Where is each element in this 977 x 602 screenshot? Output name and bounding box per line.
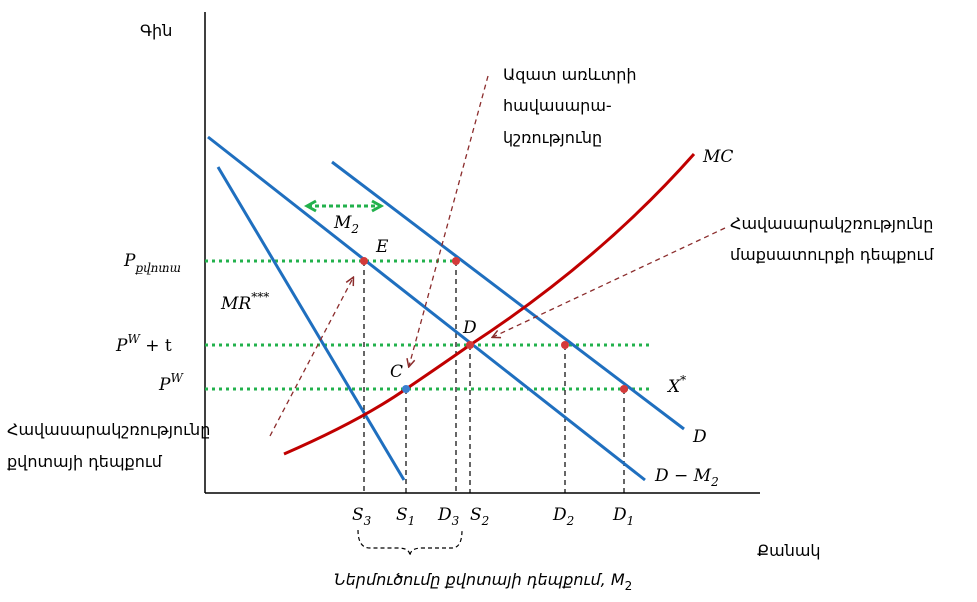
demand-line <box>331 160 685 431</box>
point-d-label: D <box>462 318 477 338</box>
monopoly-line-1: Հավասարակշռությունը <box>730 214 933 233</box>
annotation-arrows <box>269 75 726 437</box>
free-trade-line-1: Ազատ առևտրի <box>503 65 636 84</box>
tick-s2: S2 <box>470 505 489 528</box>
d-label: D <box>692 427 707 447</box>
x-tick-labels: S3 S1 D3 S2 D2 D1 <box>352 505 634 528</box>
quota-line-1: Հավասարակշռությունը <box>7 420 210 439</box>
d-minus-m2-label: D − M2 <box>654 466 719 489</box>
mr-line <box>216 166 406 481</box>
p-quota-label: Pքվոտա <box>123 251 181 275</box>
d-minus-m2-line <box>207 135 646 482</box>
free-trade-line-2: հավասարա- <box>503 96 612 115</box>
price-labels: Pքվոտա PW + t PW <box>115 251 184 395</box>
tick-d3: D3 <box>437 505 460 528</box>
m2-label: M2 <box>333 213 359 236</box>
x-axis-label: Քանակ <box>757 541 821 560</box>
point-c <box>402 385 410 393</box>
points <box>360 257 628 393</box>
monopoly-line-2: մաքսատուրքի դեպքում <box>730 245 934 264</box>
point-labels: E D C <box>375 237 477 382</box>
point-d1 <box>620 385 628 393</box>
pw-label: PW <box>158 371 184 395</box>
axes: Գին Քանակ <box>140 12 821 560</box>
point-d2 <box>561 341 569 349</box>
point-e-label: E <box>375 237 389 257</box>
mr-label: MR*** <box>220 290 269 314</box>
imports-label: Ներմուծումը քվոտայի դեպքում, M2 <box>334 570 632 593</box>
quota-line-2: քվոտայի դեպքում <box>7 452 163 471</box>
point-e2 <box>452 257 460 265</box>
bracket <box>357 529 463 557</box>
annotations: Ազատ առևտրի հավասարա- կշռությունը Հավասա… <box>7 65 934 471</box>
price-lines <box>205 259 652 391</box>
tick-d2: D2 <box>552 505 574 528</box>
free-trade-line-3: կշռությունը <box>503 128 602 147</box>
mc-label: MC <box>702 147 733 167</box>
curves <box>207 135 696 482</box>
y-axis-label: Գին <box>140 21 172 40</box>
tick-s1: S1 <box>396 505 415 528</box>
imports-bracket: Ներմուծումը քվոտայի դեպքում, M2 <box>334 529 632 593</box>
mc-curve <box>283 153 696 456</box>
xstar-label: X* <box>666 373 686 397</box>
monopoly-arrow <box>493 227 726 337</box>
m2-arrow: M2 <box>308 206 380 236</box>
pw-t-label: PW + t <box>115 332 172 356</box>
tick-s3: S3 <box>352 505 372 528</box>
tick-d1: D1 <box>612 505 634 528</box>
point-d <box>466 341 474 349</box>
curve-labels: MC D D − M2 MR*** X* <box>220 147 733 489</box>
point-e <box>360 257 368 265</box>
point-c-label: C <box>390 362 403 382</box>
quota-arrow <box>269 278 353 437</box>
